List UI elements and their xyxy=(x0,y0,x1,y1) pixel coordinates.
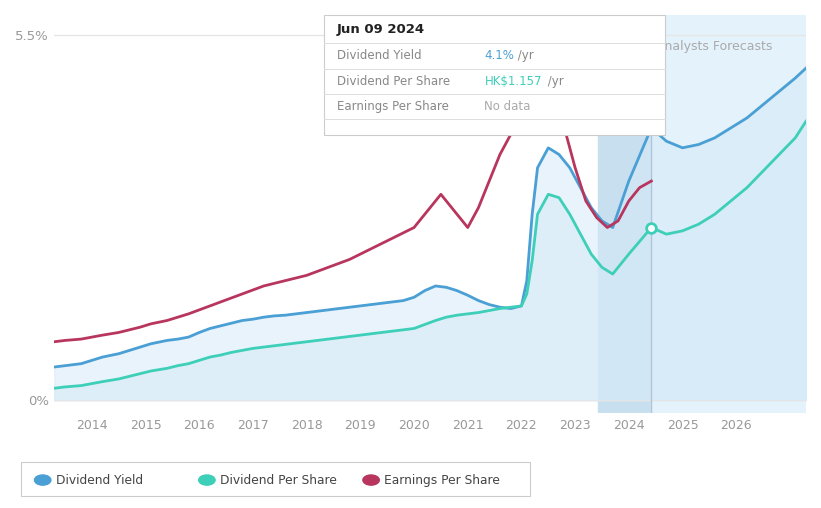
Text: Jun 09 2024: Jun 09 2024 xyxy=(337,23,424,36)
Text: Dividend Yield: Dividend Yield xyxy=(56,473,143,487)
Text: Earnings Per Share: Earnings Per Share xyxy=(384,473,500,487)
Text: Dividend Yield: Dividend Yield xyxy=(337,49,421,62)
Text: No data: No data xyxy=(484,100,530,113)
Text: HK$1.157: HK$1.157 xyxy=(484,75,542,88)
Text: /yr: /yr xyxy=(544,75,563,88)
Bar xyxy=(598,15,651,414)
Text: Past: Past xyxy=(618,40,649,53)
Bar xyxy=(651,15,806,414)
Text: Analysts Forecasts: Analysts Forecasts xyxy=(656,40,772,53)
Text: /yr: /yr xyxy=(514,49,534,62)
Text: Earnings Per Share: Earnings Per Share xyxy=(337,100,448,113)
Text: 4.1%: 4.1% xyxy=(484,49,514,62)
Text: Dividend Per Share: Dividend Per Share xyxy=(220,473,337,487)
Text: Dividend Per Share: Dividend Per Share xyxy=(337,75,450,88)
